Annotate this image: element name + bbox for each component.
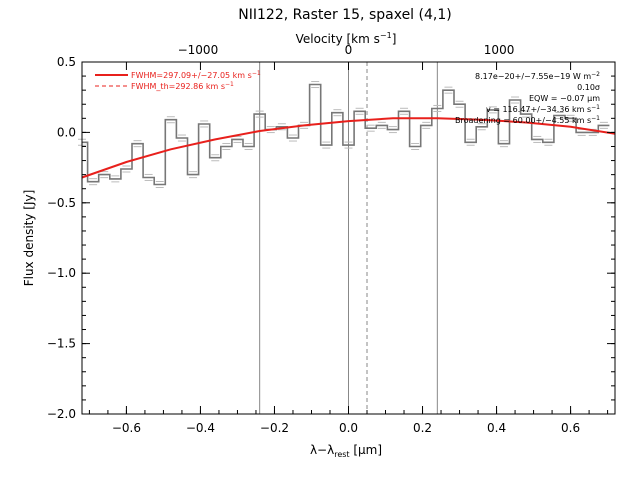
- x-tick-label: 0.4: [487, 421, 506, 435]
- annotation-velocity: v = 116.47+/−34.36 km s−1: [486, 104, 600, 114]
- annotation-sigma: 0.10σ: [577, 83, 600, 92]
- top-tick-label: 0: [345, 43, 353, 57]
- y-tick-label: −0.5: [47, 196, 76, 210]
- y-axis-label: Flux density [Jy]: [22, 190, 36, 287]
- y-tick-label: 0.0: [57, 125, 76, 139]
- legend-label-fwhm: FWHM=297.09+/−27.05 km s−1: [131, 70, 261, 80]
- x-axis-label: λ−λrest [μm]: [310, 443, 382, 459]
- x-tick-label: 0.2: [413, 421, 432, 435]
- fit-annotations: 8.17e−20+/−7.55e−19 W m−2 0.10σ EQW = −0…: [455, 71, 600, 125]
- x-tick-label: −0.2: [260, 421, 289, 435]
- annotation-broadening: Broadening = 60.00+/−4.55 km s−1: [455, 115, 600, 125]
- legend: FWHM=297.09+/−27.05 km s−1 FWHM_th=292.8…: [95, 70, 261, 91]
- x-tick-label: −0.6: [112, 421, 141, 435]
- y-axis-ticks: 0.5 0.0 −0.5 −1.0 −1.5 −2.0: [47, 55, 615, 421]
- top-tick-label: −1000: [178, 43, 219, 57]
- chart-title: NII122, Raster 15, spaxel (4,1): [238, 7, 451, 23]
- reference-lines: [259, 62, 438, 414]
- gaussian-fit-line: [81, 117, 616, 179]
- top-axis-ticks: −1000 0 1000: [178, 43, 515, 57]
- x-tick-label: −0.4: [186, 421, 215, 435]
- x-axis-ticks: −0.6 −0.4 −0.2 0.0 0.2 0.4 0.6: [88, 62, 609, 435]
- y-tick-label: 0.5: [57, 55, 76, 69]
- legend-label-fwhm-th: FWHM_th=292.86 km s−1: [131, 81, 234, 91]
- annotation-eqw: EQW = −0.07 μm: [529, 94, 600, 103]
- y-tick-label: −1.5: [47, 337, 76, 351]
- y-tick-label: −2.0: [47, 407, 76, 421]
- data-series: [78, 81, 616, 188]
- spectrum-step-line: [82, 83, 610, 186]
- x-tick-label: 0.6: [561, 421, 580, 435]
- x-tick-label: 0.0: [339, 421, 358, 435]
- annotation-flux: 8.17e−20+/−7.55e−19 W m−2: [475, 71, 600, 81]
- top-axis-label: Velocity [km s−1]: [296, 31, 397, 46]
- y-tick-label: −1.0: [47, 266, 76, 280]
- top-tick-label: 1000: [484, 43, 515, 57]
